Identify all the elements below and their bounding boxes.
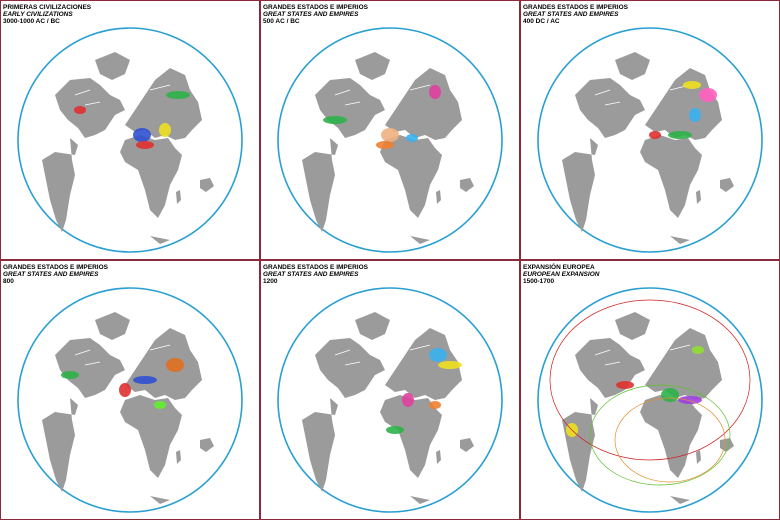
territory bbox=[381, 128, 399, 142]
panel-title: GRANDES ESTADOS E IMPERIOS bbox=[263, 4, 369, 11]
panel-frame bbox=[0, 0, 260, 260]
globe bbox=[277, 287, 503, 513]
territory bbox=[678, 396, 702, 404]
territory bbox=[699, 88, 717, 102]
panel-period: 3000-1000 AC / BC bbox=[3, 18, 60, 25]
territory bbox=[159, 123, 171, 137]
territory bbox=[429, 85, 441, 99]
territory bbox=[166, 91, 190, 99]
panel-subtitle: GREAT STATES AND EMPIRES bbox=[523, 11, 619, 18]
territory bbox=[661, 388, 679, 402]
globe bbox=[17, 287, 243, 513]
globe bbox=[537, 287, 763, 513]
panel-subtitle: GREAT STATES AND EMPIRES bbox=[263, 11, 359, 18]
panel-title: EXPANSIÓN EUROPEA bbox=[523, 262, 595, 271]
territory bbox=[119, 383, 131, 397]
territory bbox=[136, 141, 154, 149]
territory bbox=[616, 381, 634, 389]
route bbox=[549, 299, 751, 461]
panel-subtitle: GREAT STATES AND EMPIRES bbox=[3, 271, 99, 278]
territory bbox=[689, 108, 701, 122]
panel-period: 500 AC / BC bbox=[263, 18, 300, 25]
territory bbox=[692, 346, 704, 354]
territory bbox=[649, 131, 661, 139]
globe bbox=[17, 27, 243, 253]
territory bbox=[323, 116, 347, 124]
panel-title: GRANDES ESTADOS E IMPERIOS bbox=[3, 264, 109, 271]
panel-period: 1200 bbox=[263, 278, 278, 285]
panel-period: 400 DC / AC bbox=[523, 18, 560, 25]
panel-period: 800 bbox=[3, 278, 14, 285]
panel-title: GRANDES ESTADOS E IMPERIOS bbox=[523, 4, 629, 11]
territory bbox=[376, 141, 394, 149]
panel-frame bbox=[260, 0, 520, 260]
panel-subtitle: EARLY CIVILIZATIONS bbox=[3, 11, 73, 18]
territory bbox=[133, 376, 157, 384]
territory bbox=[74, 106, 86, 114]
panel-period: 1500-1700 bbox=[523, 278, 554, 285]
territory bbox=[154, 401, 166, 409]
route bbox=[589, 384, 731, 486]
territory bbox=[386, 426, 404, 434]
territory bbox=[61, 371, 79, 379]
panel-title: GRANDES ESTADOS E IMPERIOS bbox=[263, 264, 369, 271]
territory bbox=[429, 348, 447, 362]
territory bbox=[402, 393, 414, 407]
territory bbox=[438, 361, 462, 369]
territory bbox=[166, 358, 184, 372]
panel-title: PRIMERAS CIVILIZACIONES bbox=[3, 4, 92, 11]
globe bbox=[277, 27, 503, 253]
territory bbox=[406, 134, 418, 142]
territory bbox=[683, 81, 701, 89]
territory bbox=[133, 128, 151, 142]
territory bbox=[668, 131, 692, 139]
panel-subtitle: GREAT STATES AND EMPIRES bbox=[263, 271, 359, 278]
panel-subtitle: EUROPEAN EXPANSION bbox=[523, 271, 600, 278]
globe bbox=[537, 27, 763, 253]
territory bbox=[429, 401, 441, 409]
route bbox=[614, 397, 726, 483]
